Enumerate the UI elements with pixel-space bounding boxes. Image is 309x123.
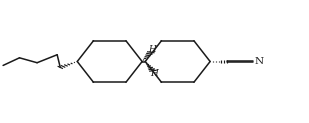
Text: N: N <box>255 57 264 66</box>
Text: H: H <box>148 45 156 54</box>
Text: H: H <box>150 69 159 78</box>
